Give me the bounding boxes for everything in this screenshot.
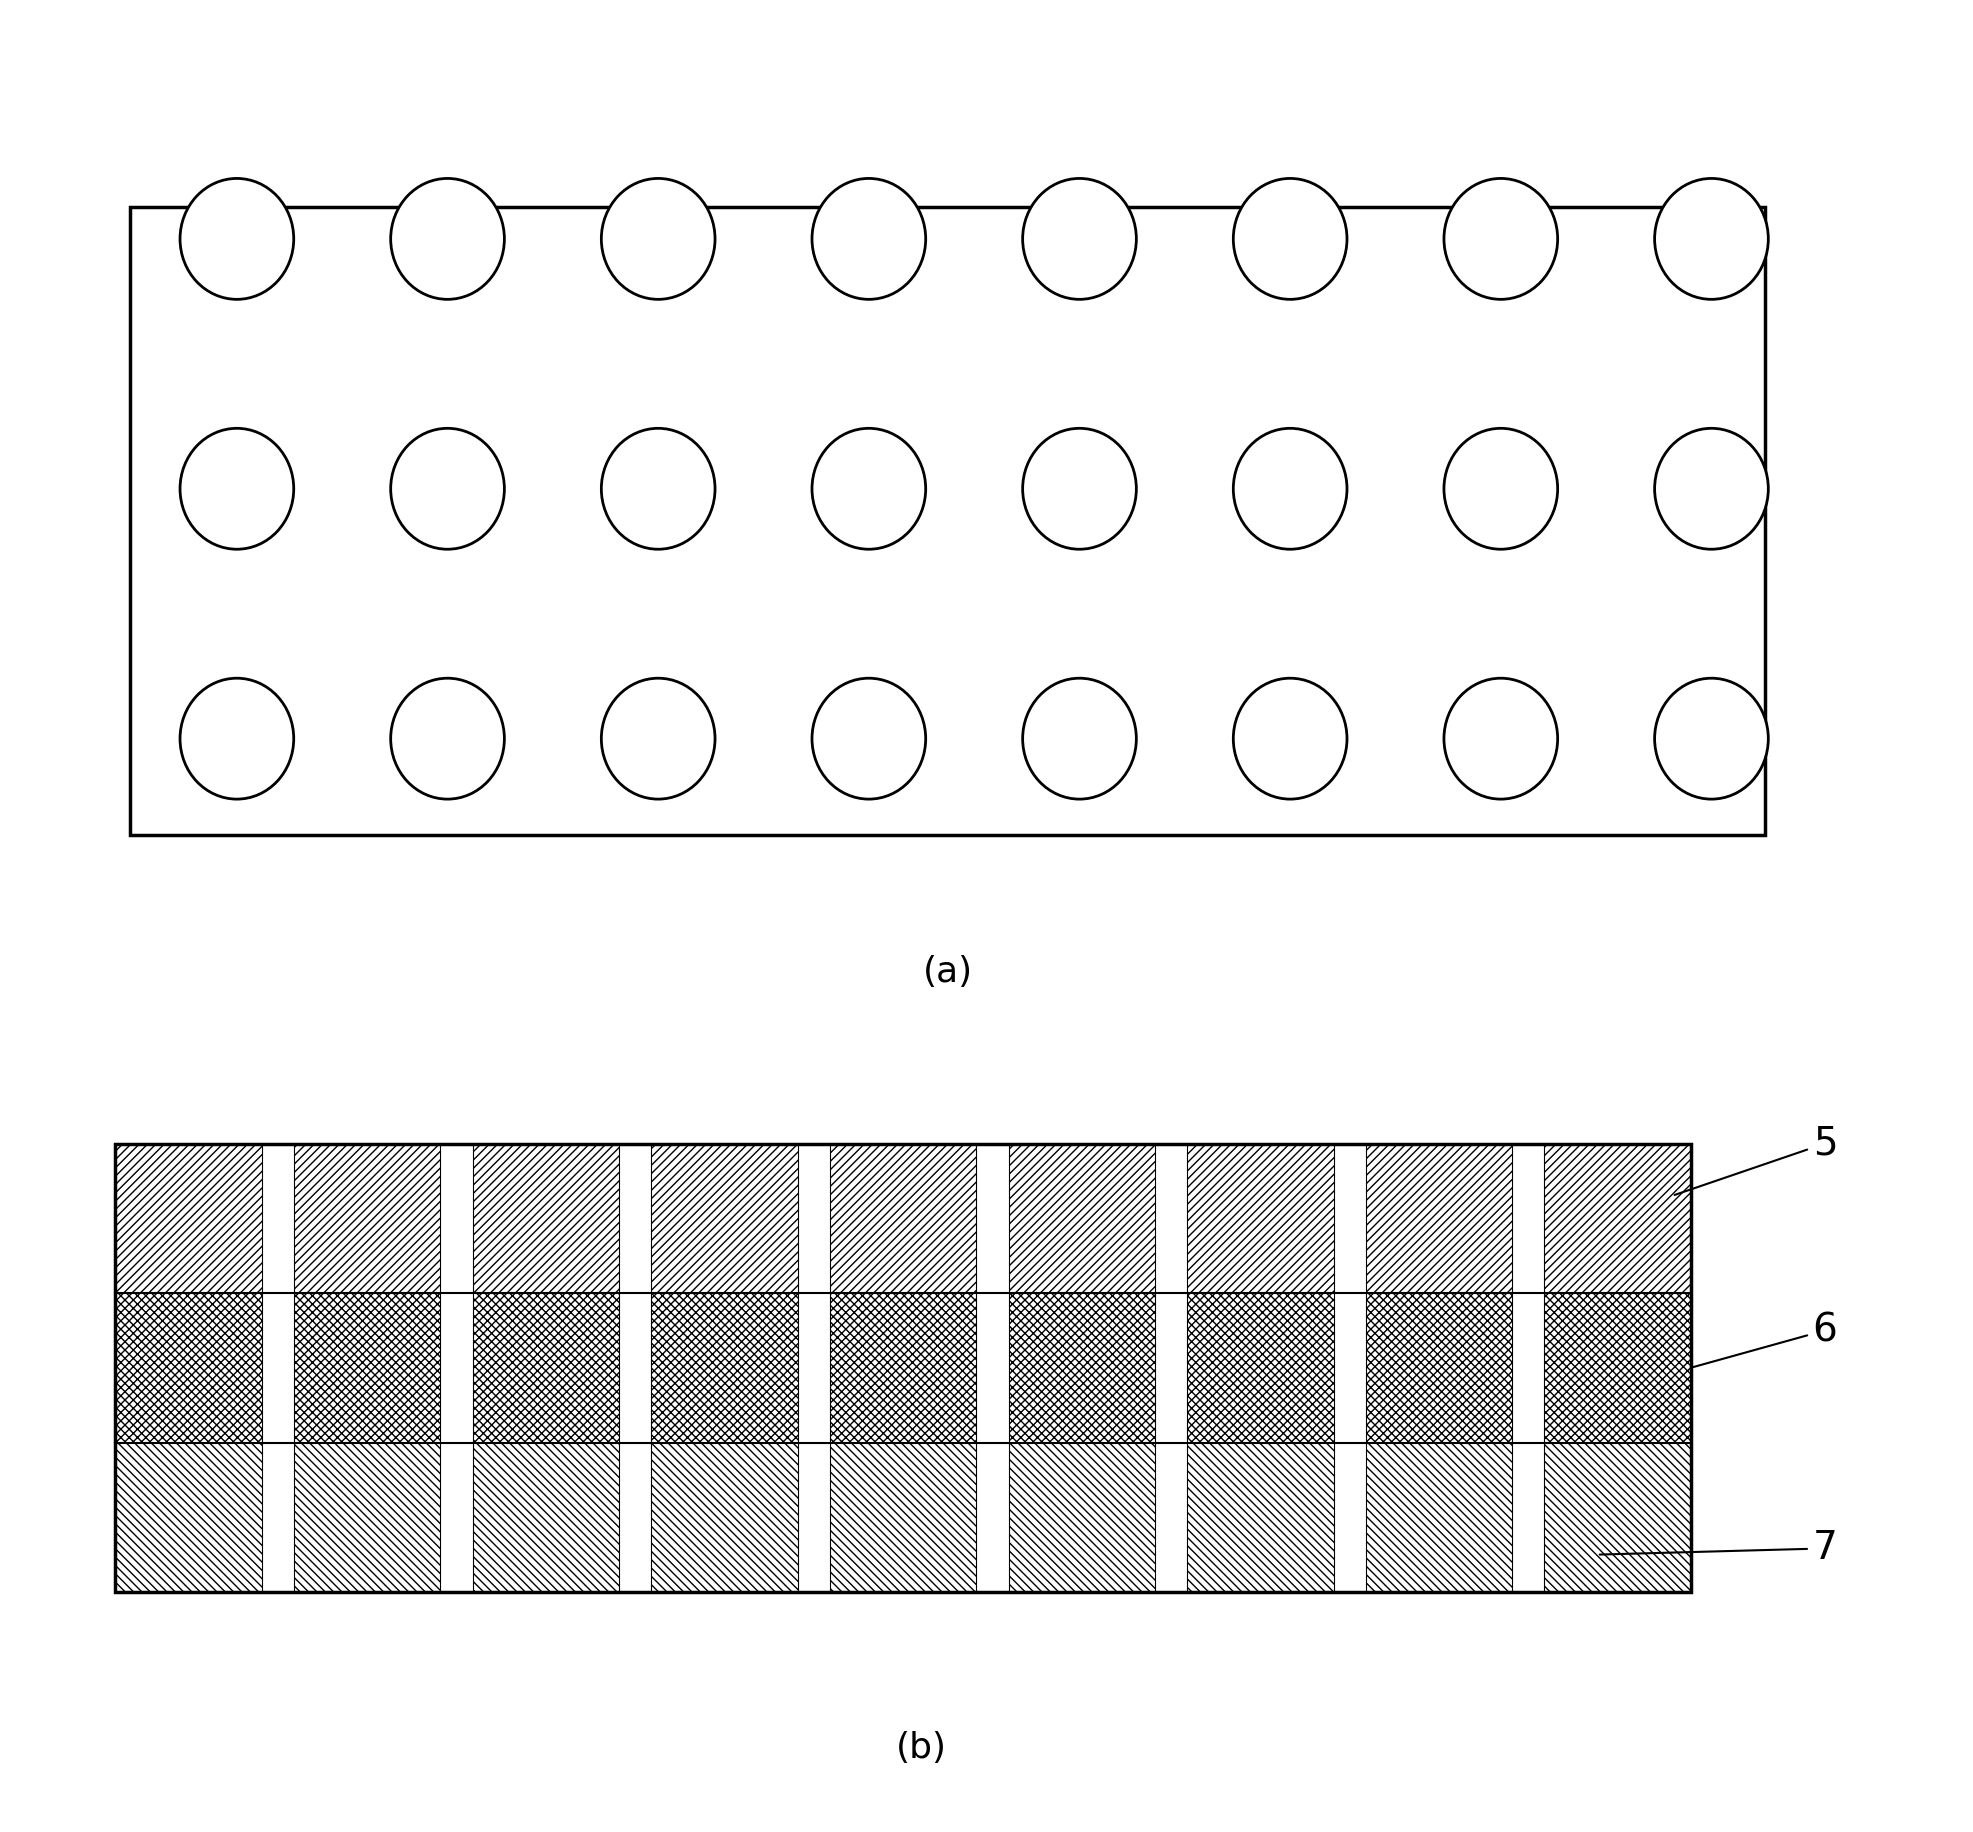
- Text: (a): (a): [921, 956, 973, 989]
- Ellipse shape: [811, 429, 925, 550]
- Ellipse shape: [602, 429, 714, 550]
- Ellipse shape: [1653, 178, 1768, 299]
- Bar: [1186, 1143, 1334, 1293]
- Bar: [1334, 1293, 1365, 1442]
- Bar: [797, 1442, 829, 1592]
- Text: 5: 5: [1673, 1125, 1837, 1194]
- Bar: [472, 1293, 620, 1442]
- Ellipse shape: [1233, 678, 1346, 799]
- Bar: [797, 1143, 829, 1293]
- Bar: [262, 1293, 294, 1442]
- Bar: [114, 1143, 262, 1293]
- Bar: [1008, 1293, 1154, 1442]
- Ellipse shape: [1022, 678, 1136, 799]
- Bar: [977, 1293, 1008, 1442]
- Bar: [620, 1143, 651, 1293]
- Bar: [262, 1143, 294, 1293]
- Bar: [1186, 1293, 1334, 1442]
- Ellipse shape: [1022, 178, 1136, 299]
- Bar: [1511, 1442, 1543, 1592]
- Bar: [1008, 1143, 1154, 1293]
- Bar: [262, 1442, 294, 1592]
- Bar: [472, 1143, 620, 1293]
- Bar: [472, 1442, 620, 1592]
- Ellipse shape: [811, 678, 925, 799]
- Bar: [114, 1143, 1689, 1592]
- Ellipse shape: [1233, 429, 1346, 550]
- Bar: [114, 1442, 262, 1592]
- Ellipse shape: [602, 178, 714, 299]
- Ellipse shape: [391, 178, 505, 299]
- Bar: [440, 1143, 472, 1293]
- Ellipse shape: [1442, 678, 1557, 799]
- Bar: [1543, 1143, 1689, 1293]
- Bar: [1543, 1293, 1689, 1442]
- Ellipse shape: [1653, 678, 1768, 799]
- Ellipse shape: [180, 178, 294, 299]
- Bar: [1334, 1442, 1365, 1592]
- Bar: [1008, 1442, 1154, 1592]
- Text: 7: 7: [1598, 1530, 1837, 1568]
- Ellipse shape: [391, 678, 505, 799]
- Bar: [440, 1442, 472, 1592]
- Bar: [1365, 1293, 1511, 1442]
- Ellipse shape: [1442, 429, 1557, 550]
- Text: (b): (b): [896, 1731, 947, 1764]
- Bar: [1154, 1143, 1186, 1293]
- Bar: [829, 1442, 977, 1592]
- Bar: [651, 1442, 797, 1592]
- Bar: [1365, 1143, 1511, 1293]
- Bar: [294, 1293, 440, 1442]
- Bar: [1334, 1143, 1365, 1293]
- Bar: [294, 1442, 440, 1592]
- Bar: [294, 1143, 440, 1293]
- Ellipse shape: [811, 178, 925, 299]
- Bar: [1365, 1442, 1511, 1592]
- Bar: [651, 1293, 797, 1442]
- Ellipse shape: [1233, 178, 1346, 299]
- Ellipse shape: [1022, 429, 1136, 550]
- Bar: [651, 1143, 797, 1293]
- Ellipse shape: [180, 429, 294, 550]
- Bar: [1154, 1442, 1186, 1592]
- Bar: [1543, 1442, 1689, 1592]
- Bar: [620, 1442, 651, 1592]
- Bar: [977, 1442, 1008, 1592]
- Bar: [1154, 1293, 1186, 1442]
- Ellipse shape: [602, 678, 714, 799]
- Bar: [829, 1143, 977, 1293]
- Bar: [1511, 1143, 1543, 1293]
- Bar: [977, 1143, 1008, 1293]
- Bar: [797, 1293, 829, 1442]
- Ellipse shape: [1653, 429, 1768, 550]
- Bar: [1511, 1293, 1543, 1442]
- Bar: [829, 1293, 977, 1442]
- Bar: [440, 1293, 472, 1442]
- Bar: [1186, 1442, 1334, 1592]
- Ellipse shape: [391, 429, 505, 550]
- Text: 6: 6: [1693, 1312, 1837, 1367]
- Bar: [620, 1293, 651, 1442]
- Bar: [130, 207, 1764, 835]
- Ellipse shape: [180, 678, 294, 799]
- Ellipse shape: [1442, 178, 1557, 299]
- Bar: [114, 1293, 262, 1442]
